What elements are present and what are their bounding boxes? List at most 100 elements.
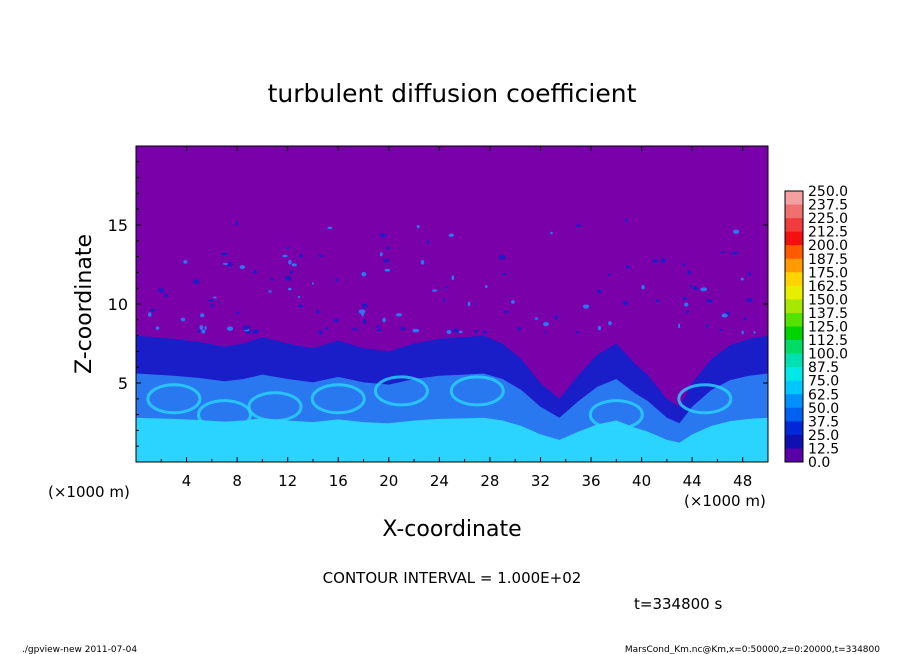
colorbar-swatch-19 <box>785 448 803 463</box>
spot-41 <box>458 330 463 334</box>
y-tick-label: 15 <box>108 216 128 235</box>
spot-90 <box>291 263 297 267</box>
colorbar-label: 87.5 <box>808 360 839 376</box>
spot-122 <box>270 277 274 281</box>
spot-48 <box>222 262 229 265</box>
spot-110 <box>193 279 200 285</box>
spot-66 <box>200 313 205 318</box>
spot-86 <box>379 252 383 257</box>
spot-54 <box>626 265 630 269</box>
colorbar-swatch-14 <box>785 380 803 395</box>
colorbar-label: 250.0 <box>808 184 848 200</box>
spot-20 <box>221 252 228 256</box>
x-axis-ticks: 4 8 12 16 20 24 28 32 36 40 44 48 <box>160 146 752 490</box>
colorbar: 250.0237.5225.0212.5200.0187.5175.0162.5… <box>784 184 848 471</box>
colorbar-swatch-12 <box>785 353 803 368</box>
spot-27 <box>212 296 217 299</box>
x-tick-label: 36 <box>581 472 600 490</box>
spot-34 <box>683 302 689 307</box>
y-axis-ticks: 5 10 15 <box>108 161 768 447</box>
spot-67 <box>678 323 681 329</box>
spot-33 <box>448 233 454 237</box>
spot-29 <box>534 317 539 320</box>
colorbar-swatch-6 <box>785 272 803 287</box>
colorbar-label: 112.5 <box>808 333 848 349</box>
spot-96 <box>721 313 728 318</box>
spot-73 <box>718 328 723 332</box>
spot-61 <box>358 309 366 314</box>
spot-117 <box>744 316 747 322</box>
spot-46 <box>183 260 188 264</box>
y-axis-label: Z-coordinate <box>72 234 97 374</box>
spot-75 <box>395 313 402 317</box>
spot-91 <box>204 325 207 331</box>
spot-99 <box>253 269 257 275</box>
spot-60 <box>685 310 690 314</box>
spot-116 <box>741 330 744 335</box>
spot-123 <box>693 286 698 291</box>
spot-85 <box>380 233 386 238</box>
spot-19 <box>746 298 753 302</box>
y-tick-label: 10 <box>108 295 128 314</box>
colorbar-label: 212.5 <box>808 225 848 241</box>
colorbar-swatch-3 <box>785 231 803 246</box>
spot-92 <box>544 331 547 334</box>
x-unit-right: (×1000 m) <box>684 492 766 510</box>
spot-88 <box>376 328 382 332</box>
colorbar-swatch-9 <box>785 312 803 327</box>
spot-124 <box>325 327 328 330</box>
y-tick-label: 5 <box>118 374 128 393</box>
spot-118 <box>550 231 553 235</box>
spot-37 <box>383 258 390 263</box>
swirl-6 <box>677 383 733 415</box>
spot-52 <box>227 262 233 268</box>
colorbar-label: 125.0 <box>808 320 848 336</box>
spot-64 <box>502 272 507 275</box>
spot-102 <box>608 321 612 326</box>
colorbar-label: 187.5 <box>808 252 848 268</box>
x-tick-label: 20 <box>379 472 398 490</box>
x-tick-label: 16 <box>329 472 348 490</box>
x-tick-label: 40 <box>632 472 651 490</box>
spot-58 <box>199 325 204 330</box>
x-tick-label: 4 <box>182 472 192 490</box>
spot-36 <box>412 328 420 333</box>
spot-28 <box>420 259 425 265</box>
colorbar-swatch-16 <box>785 407 803 422</box>
spot-69 <box>335 278 338 283</box>
swirl-0 <box>196 399 252 431</box>
spot-2 <box>318 254 324 257</box>
spot-44 <box>689 285 693 288</box>
spot-89 <box>740 277 744 281</box>
colorbar-label: 62.5 <box>808 387 839 403</box>
spot-47 <box>210 304 214 308</box>
colorbar-swatch-2 <box>785 218 803 232</box>
spot-56 <box>484 284 488 289</box>
spot-3 <box>289 270 293 275</box>
colorbar-label: 75.0 <box>808 374 839 390</box>
spot-7 <box>287 287 292 291</box>
footer-left: ./gpview-new 2011-07-04 <box>22 645 137 654</box>
spot-31 <box>510 300 515 304</box>
spot-50 <box>284 275 292 281</box>
spot-22 <box>286 246 290 249</box>
turbulent-spots <box>147 218 756 335</box>
spot-70 <box>327 226 333 230</box>
spot-23 <box>158 288 165 293</box>
spot-45 <box>298 304 303 308</box>
spot-6 <box>554 315 558 321</box>
colorbar-label: 100.0 <box>808 347 848 363</box>
colorbar-label: 162.5 <box>808 279 848 295</box>
spot-108 <box>352 328 358 331</box>
spot-55 <box>576 224 582 228</box>
x-tick-label: 12 <box>278 472 297 490</box>
x-tick-label: 48 <box>733 472 752 490</box>
spot-98 <box>498 255 506 260</box>
swirl-3 <box>373 375 429 407</box>
swirl-2 <box>310 383 366 415</box>
spot-57 <box>597 289 602 294</box>
spot-0 <box>444 285 448 289</box>
spot-121 <box>242 325 249 330</box>
spot-63 <box>333 318 339 323</box>
